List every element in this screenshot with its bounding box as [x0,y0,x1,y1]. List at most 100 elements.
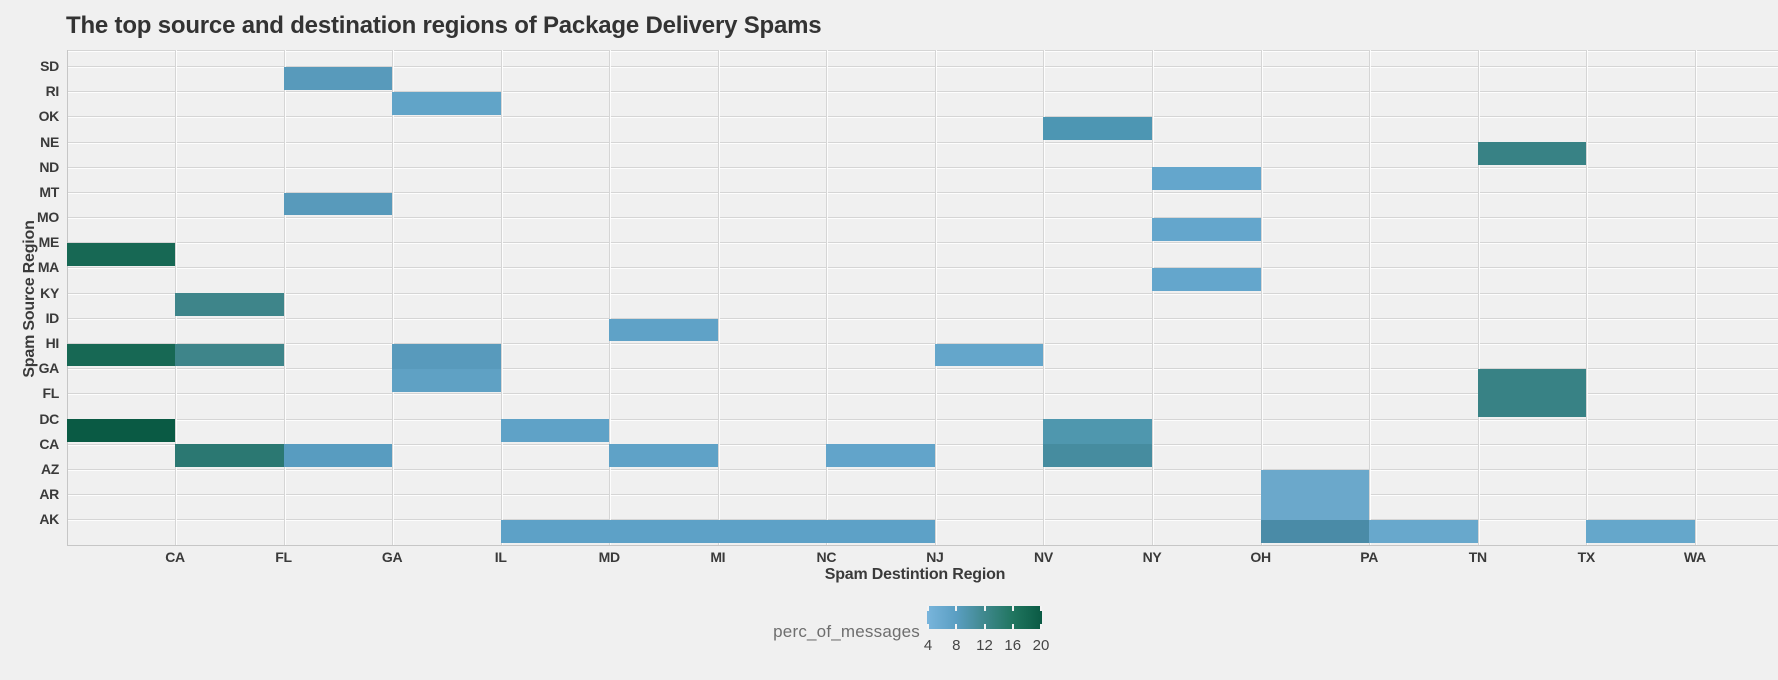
heatmap-cell [609,318,718,342]
legend-tick-notch [927,606,929,611]
gridline-h [67,242,1778,244]
gridline-h [67,116,1778,118]
heatmap-cell [500,419,610,443]
x-axis-spine [67,544,1778,546]
gridline-v [934,50,936,545]
heatmap-cell [67,343,175,367]
gridline-h [67,267,1778,269]
gridline-h [67,50,1778,51]
heatmap-cell [1369,519,1478,543]
legend-tick-notch [983,606,986,611]
heatmap-cell [1152,268,1261,291]
legend-tick-notch [1040,624,1042,629]
heatmap-cell [826,444,935,468]
x-tick-label: GA [381,549,403,565]
heatmap-cell [500,519,610,543]
y-tick-label: SD [40,58,59,74]
heatmap-cell [1152,217,1261,241]
y-axis-title: Spam Source Region [21,220,38,378]
y-tick-label: FL [42,385,59,402]
gridline-h [67,217,1778,219]
gridline-v [1152,50,1154,545]
x-tick-label: IL [494,549,507,565]
gridline-h [67,443,1778,445]
heatmap-cell [1477,142,1587,166]
y-tick-label: HI [45,334,60,351]
gridline-v [1043,50,1045,545]
heatmap-cell [1260,519,1370,543]
heatmap-cell [609,519,718,543]
heatmap-cell [1586,519,1695,543]
heatmap-cell [1477,368,1587,395]
heatmap-cell [392,343,501,369]
legend-tick-notch [955,624,958,629]
gridline-v [500,50,502,545]
gridline-h [67,91,1778,93]
heatmap-cell [1260,494,1370,520]
legend-tick-label: 12 [976,637,993,654]
y-tick-label: OK [38,108,60,125]
y-tick-label: CA [39,435,59,452]
heatmap-cell [283,444,393,468]
y-tick-label: MO [37,209,59,226]
x-axis-title: Spam Destintion Region [824,566,1006,583]
legend-label: perc_of_messages [773,622,920,641]
y-tick-label: KY [40,284,59,301]
legend-tick-label: 8 [952,637,961,654]
heatmap-cell [392,91,501,115]
heatmap-cell [67,419,175,443]
heatmap-cell [392,368,501,392]
gridline-h [67,468,1778,470]
heatmap-cell [934,343,1044,367]
gridline-h [67,191,1778,193]
gridline-v [1694,50,1696,545]
gridline-v [717,50,719,545]
heatmap-cell [67,243,175,266]
gridline-h [67,519,1778,521]
y-tick-label: AK [39,511,59,528]
legend-tick-notch [1011,624,1014,629]
x-tick-label: NY [1142,549,1162,565]
x-tick-label: OH [1250,549,1271,565]
heatmap-cell [717,519,827,543]
legend-tick-label: 16 [1004,637,1022,654]
gridline-v [609,50,611,545]
legend-tick-notch [1040,606,1042,611]
heatmap-cell [175,444,284,468]
gridline-h [67,141,1778,143]
heatmap-cell [175,343,284,367]
heatmap-cell [283,192,393,216]
x-tick-label: NV [1034,549,1053,565]
x-tick-label: NC [816,549,837,565]
x-tick-label: MD [598,549,620,565]
gridline-h [67,342,1778,344]
gridline-h [67,292,1778,294]
heatmap-cell [175,293,284,317]
y-tick-label: ME [38,234,60,251]
gridline-v [283,50,285,545]
gridline-h [67,393,1778,395]
heatmap-cell [1043,444,1153,468]
gridline-v [826,50,828,545]
legend-tick-label: 20 [1032,637,1050,654]
heatmap-cell [1477,394,1587,417]
gridline-h [67,494,1778,496]
legend-tick-notch [955,606,958,611]
gridline-h [67,368,1778,370]
legend-tick-notch [1011,606,1014,611]
heatmap-cell [609,444,718,468]
heatmap-cell [1043,117,1153,140]
y-tick-label: DC [39,410,59,427]
x-tick-label: PA [1360,549,1379,565]
gridline-v [1477,50,1479,545]
y-tick-label: GA [38,360,60,377]
x-tick-label: FL [275,549,292,565]
heatmap-cell [1152,167,1261,191]
y-axis-spine [67,50,68,545]
x-tick-label: WA [1683,549,1706,565]
x-tick-label: TN [1468,549,1487,565]
y-tick-label: ND [39,158,59,175]
heatmap-cell [1043,419,1153,445]
